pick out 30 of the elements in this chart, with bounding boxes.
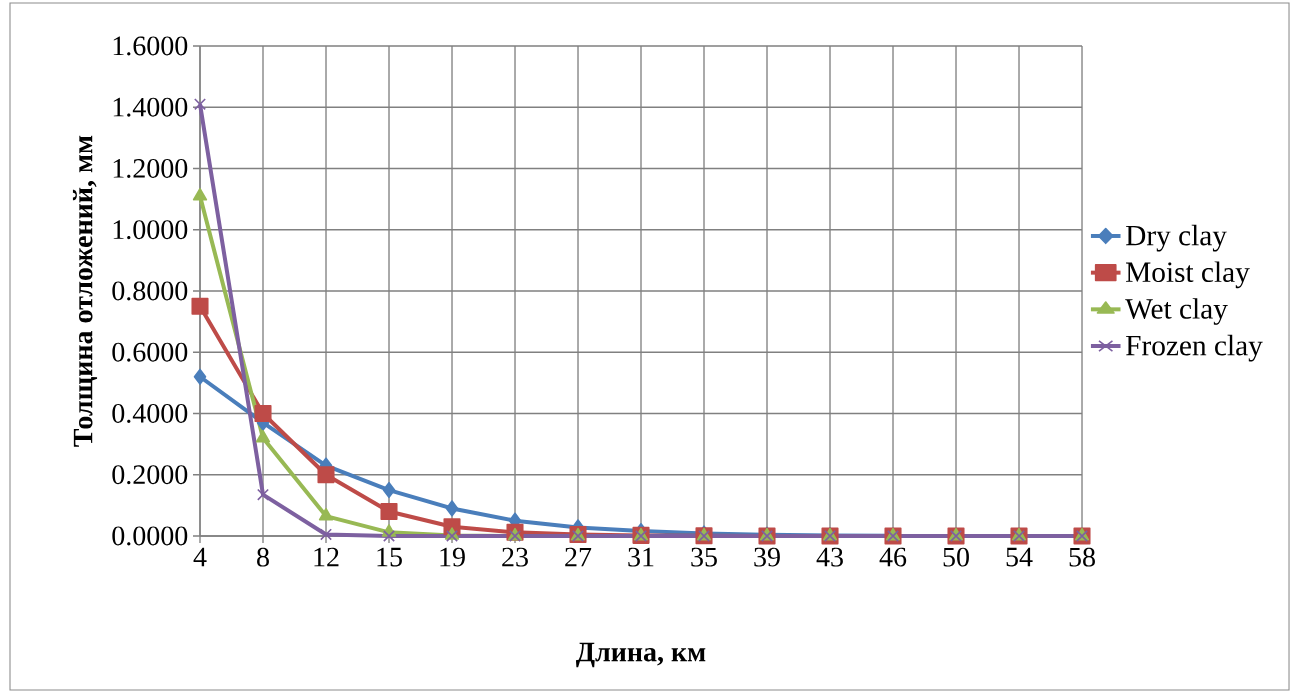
x-tick-label: 50 [943,547,969,567]
x-tick-label: 58 [1069,547,1095,567]
x-tick-label: 46 [879,547,907,567]
legend-label: Frozen clay [1126,334,1263,362]
x-tick-label: 4 [193,547,207,567]
x-tick-label: 19 [440,547,465,567]
y-axis-title: Толщина отложений, мм [72,135,98,447]
x-tick-label: 8 [257,547,269,567]
y-tick-label: 1.2000 [113,159,188,179]
y-tick-label: 0.0000 [112,526,188,546]
y-tick-label: 1.4000 [113,97,188,117]
y-tick-label: 1.0000 [113,220,188,240]
legend-label: Dry clay [1126,224,1227,252]
legend-label: Wet clay [1125,298,1228,325]
x-axis-title: Длина, км [575,642,706,668]
x-tick-label: 23 [502,547,528,567]
x-tick-label: 27 [565,547,592,567]
x-tick-label: 35 [691,547,717,567]
x-tick-label: 31 [628,547,654,567]
x-tick-label: 54 [1006,547,1033,567]
y-tick-label: 0.4000 [112,404,188,424]
y-tick-label: 1.6000 [113,36,188,56]
x-tick-label: 15 [377,547,402,567]
y-tick-label: 0.2000 [112,465,188,485]
x-tick-label: 39 [754,547,780,567]
x-tick-label: 43 [816,547,843,567]
y-tick-label: 0.6000 [112,342,188,362]
y-tick-label: 0.8000 [112,281,188,301]
x-tick-label: 12 [314,547,339,567]
legend-label: Moist clay [1126,261,1250,289]
